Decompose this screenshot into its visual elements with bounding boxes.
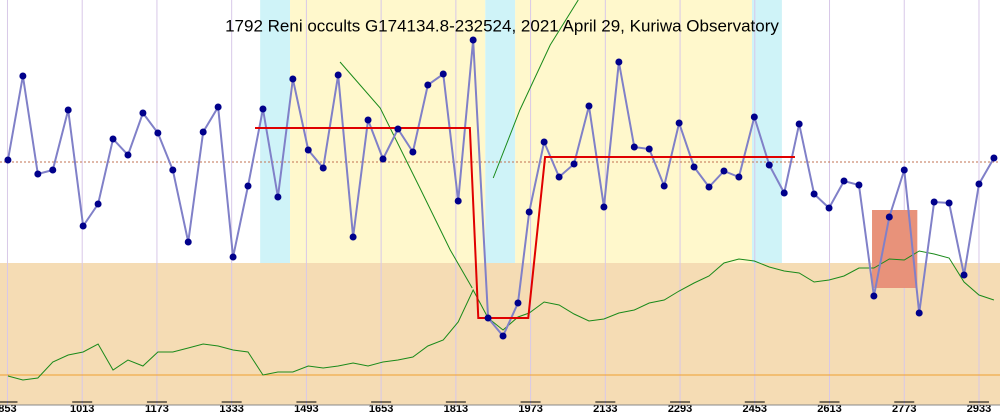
- data-point: [124, 151, 132, 159]
- data-point: [379, 155, 387, 163]
- data-point: [705, 183, 713, 191]
- data-point: [540, 138, 548, 146]
- data-point: [690, 163, 698, 171]
- data-point: [184, 238, 192, 246]
- region: [515, 0, 752, 263]
- data-point: [349, 233, 357, 241]
- data-point: [660, 182, 668, 190]
- data-point: [394, 125, 402, 133]
- data-point: [525, 208, 533, 216]
- data-point: [109, 135, 117, 143]
- data-point: [409, 148, 417, 156]
- region: [260, 0, 291, 263]
- data-point: [585, 102, 593, 110]
- chart-title: 1792 Reni occults G174134.8-232524, 2021…: [225, 16, 779, 35]
- x-tick-label: 1333: [219, 403, 243, 415]
- x-tick-label: 1013: [70, 403, 94, 415]
- data-point: [79, 222, 87, 230]
- data-point: [454, 197, 462, 205]
- lower-band: [0, 263, 1000, 405]
- data-point: [780, 189, 788, 197]
- data-point: [214, 103, 222, 111]
- data-point: [319, 164, 327, 172]
- data-point: [139, 109, 147, 117]
- data-point: [570, 160, 578, 168]
- data-point: [94, 200, 102, 208]
- data-point: [289, 75, 297, 83]
- data-point: [199, 128, 207, 136]
- x-tick-label: 2133: [593, 403, 617, 415]
- data-point: [469, 36, 477, 44]
- data-point: [154, 129, 162, 137]
- data-point: [364, 116, 372, 124]
- extra-line: [339, 61, 473, 289]
- data-point: [870, 292, 878, 300]
- data-point: [990, 154, 998, 162]
- data-point: [735, 173, 743, 181]
- data-point: [259, 105, 267, 113]
- x-tick-label: 1813: [444, 403, 468, 415]
- data-point: [484, 314, 492, 322]
- data-point: [274, 193, 282, 201]
- data-point: [765, 161, 773, 169]
- model-line: [255, 127, 795, 319]
- x-tick-label: 2453: [743, 403, 767, 415]
- data-point: [840, 177, 848, 185]
- data-point: [825, 204, 833, 212]
- data-point: [499, 332, 507, 340]
- data-point: [945, 199, 953, 207]
- region: [290, 0, 486, 263]
- data-point: [615, 58, 623, 66]
- data-point: [514, 299, 522, 307]
- data-point: [424, 81, 432, 89]
- extra-line: [492, 0, 579, 179]
- data-point: [750, 113, 758, 121]
- data-point: [4, 156, 12, 164]
- data-point: [34, 170, 42, 178]
- x-tick-label: 1173: [145, 403, 169, 415]
- data-point: [885, 213, 893, 221]
- region: [485, 0, 516, 263]
- data-point: [975, 180, 983, 188]
- x-tick-label: 2293: [668, 403, 692, 415]
- data-point: [720, 167, 728, 175]
- data-point: [960, 271, 968, 279]
- x-tick-label: 1493: [294, 403, 318, 415]
- data-point: [915, 309, 923, 317]
- x-tick-label: 1973: [518, 403, 542, 415]
- data-point: [555, 173, 563, 181]
- data-point: [439, 70, 447, 78]
- series-line: [7, 250, 995, 381]
- x-tick-label: 1653: [369, 403, 393, 415]
- data-point: [900, 166, 908, 174]
- data-point: [49, 166, 57, 174]
- data-point: [244, 182, 252, 190]
- data-point: [334, 71, 342, 79]
- data-point: [855, 181, 863, 189]
- data-point: [304, 146, 312, 154]
- x-tick-label: 2773: [892, 403, 916, 415]
- region: [751, 0, 782, 263]
- data-point: [675, 119, 683, 127]
- data-point: [930, 198, 938, 206]
- data-point: [630, 143, 638, 151]
- data-point: [645, 145, 653, 153]
- data-point: [64, 106, 72, 114]
- x-tick-label: 853: [0, 403, 17, 415]
- data-point: [169, 166, 177, 174]
- data-point: [795, 120, 803, 128]
- data-point: [19, 72, 27, 80]
- x-tick-label: 2613: [817, 403, 841, 415]
- data-point: [810, 190, 818, 198]
- x-tick-label: 2933: [967, 403, 991, 415]
- data-point: [600, 203, 608, 211]
- data-point: [229, 253, 237, 261]
